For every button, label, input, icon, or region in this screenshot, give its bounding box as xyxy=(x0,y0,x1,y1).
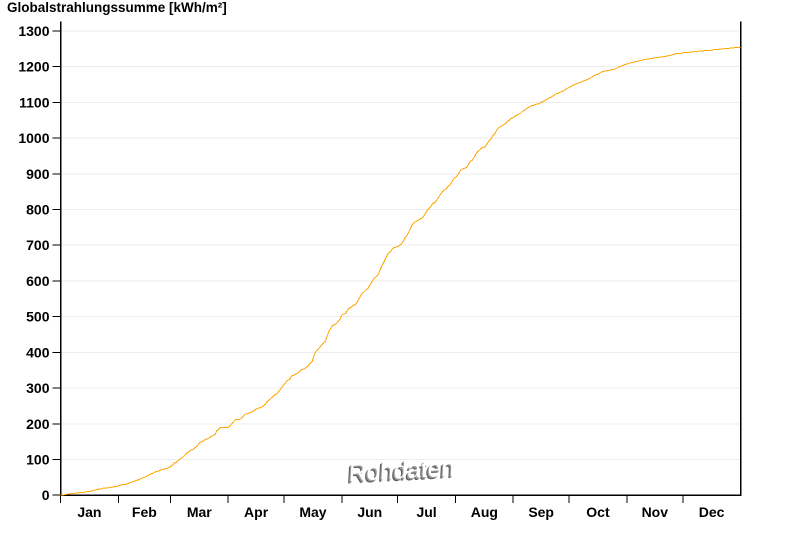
svg-text:1100: 1100 xyxy=(19,94,50,110)
svg-text:1300: 1300 xyxy=(18,23,49,39)
svg-text:Rohdaten: Rohdaten xyxy=(346,457,453,490)
svg-text:0: 0 xyxy=(42,487,50,503)
svg-text:Aug: Aug xyxy=(471,504,498,520)
svg-text:500: 500 xyxy=(26,309,50,325)
svg-text:Nov: Nov xyxy=(642,504,669,520)
svg-text:Jul: Jul xyxy=(416,504,436,520)
svg-text:Mar: Mar xyxy=(187,504,212,520)
svg-text:Apr: Apr xyxy=(244,504,269,520)
svg-text:Rohdaten: Rohdaten xyxy=(347,456,454,489)
svg-text:100: 100 xyxy=(26,451,50,467)
svg-text:300: 300 xyxy=(26,380,50,396)
svg-text:Jun: Jun xyxy=(357,504,382,520)
svg-text:Oct: Oct xyxy=(586,504,610,520)
svg-text:May: May xyxy=(299,504,326,520)
svg-text:Sep: Sep xyxy=(528,504,554,520)
svg-text:800: 800 xyxy=(26,202,50,218)
svg-text:Rohdaten: Rohdaten xyxy=(348,455,455,488)
svg-text:Globalstrahlungssumme [kWh/m²]: Globalstrahlungssumme [kWh/m²] xyxy=(7,0,227,15)
svg-text:Dec: Dec xyxy=(699,504,725,520)
svg-text:600: 600 xyxy=(26,273,50,289)
svg-text:1200: 1200 xyxy=(18,59,49,75)
svg-text:Jan: Jan xyxy=(77,504,101,520)
svg-text:Feb: Feb xyxy=(132,504,157,520)
svg-text:200: 200 xyxy=(26,416,50,432)
svg-text:400: 400 xyxy=(26,344,50,360)
svg-text:700: 700 xyxy=(26,237,50,253)
svg-text:900: 900 xyxy=(26,166,50,182)
svg-text:1000: 1000 xyxy=(18,130,49,146)
